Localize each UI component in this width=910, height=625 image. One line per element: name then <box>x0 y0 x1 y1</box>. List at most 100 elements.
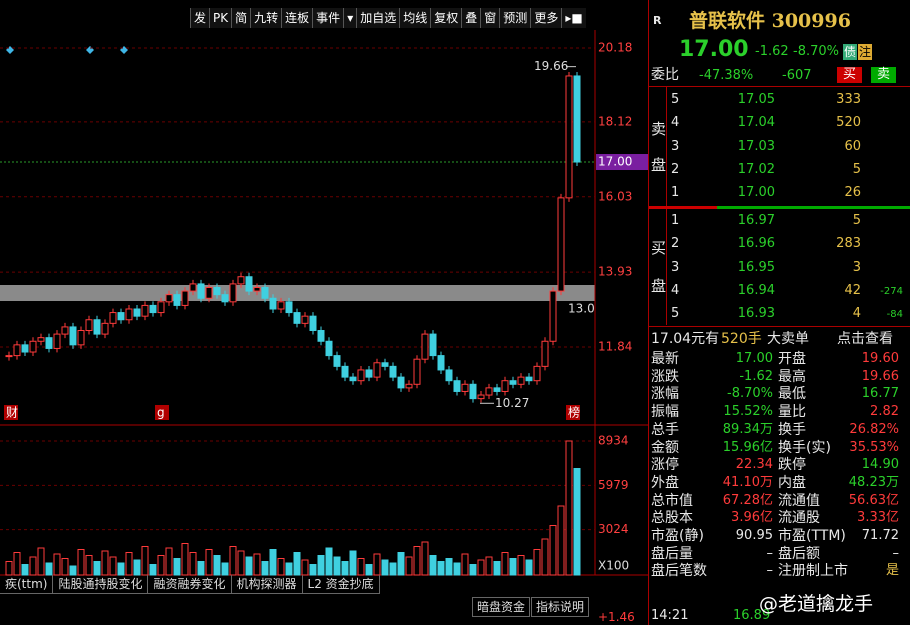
stat-label: 市盈(TTM) <box>778 528 846 544</box>
weibi-label: 委比 <box>651 67 679 83</box>
side-label: 买 <box>651 239 667 257</box>
toolbar-button[interactable]: 均线 <box>399 8 431 28</box>
stat-value: 71.72 <box>861 528 899 543</box>
candle <box>501 380 509 392</box>
event-marker: 财 <box>6 406 18 420</box>
indicator-tab[interactable]: 机构探测器 <box>231 575 303 594</box>
trade[interactable]: 点击查看 <box>837 331 893 347</box>
sub-tab[interactable]: 暗盘资金 <box>472 597 531 617</box>
toolbar-button[interactable]: ▸■ <box>561 8 586 28</box>
toolbar-button[interactable]: 发 <box>190 8 210 28</box>
v-tick-label: 5979 <box>598 478 629 492</box>
change: -1.62 <box>755 44 789 59</box>
volume-bar <box>13 552 21 576</box>
candle <box>245 276 253 292</box>
v-tick-label: 8934 <box>598 433 629 447</box>
volume-bar <box>405 556 413 576</box>
volume-bar <box>445 558 453 576</box>
toolbar-button[interactable]: 叠 <box>461 8 481 28</box>
stat-value: 3.96亿 <box>731 510 773 526</box>
toolbar-button[interactable]: ▾ <box>343 8 357 28</box>
volume-bar <box>85 555 93 576</box>
stat-value: 19.60 <box>861 351 899 366</box>
stat-value: – <box>766 545 774 561</box>
level-volume: 3 <box>852 259 861 275</box>
volume-bar <box>197 561 205 576</box>
candle <box>13 344 21 357</box>
candle <box>445 369 453 382</box>
toolbar-button[interactable]: 事件 <box>312 8 344 28</box>
volume-bar <box>101 550 109 576</box>
volume-bar <box>165 547 173 576</box>
volume-bar <box>285 562 293 576</box>
volume-bar <box>573 468 581 576</box>
volume-bar <box>133 559 141 576</box>
toolbar-button[interactable]: 复权 <box>430 8 462 28</box>
level: 2 <box>671 161 680 177</box>
volume-bar <box>421 541 429 576</box>
stat-label: 流通值 <box>778 492 820 509</box>
sub-value: +1.46 <box>598 610 635 624</box>
volume-bar <box>509 558 517 576</box>
indicator-tab[interactable]: L2 资金抄底 <box>302 575 380 594</box>
level-price: 16.97 <box>737 213 775 228</box>
toolbar-button[interactable]: 窗 <box>480 8 500 28</box>
toolbar-button[interactable]: 加自选 <box>356 8 400 28</box>
sub-tab[interactable]: 指标说明 <box>531 597 590 617</box>
trade: 17.04元有 <box>651 331 720 347</box>
level: 2 <box>671 236 680 252</box>
level-volume: 5 <box>852 161 861 177</box>
level-price: 16.93 <box>737 306 775 322</box>
level-volume: 42 <box>844 282 861 298</box>
toolbar-button[interactable]: 九转 <box>250 8 282 28</box>
candle <box>413 358 421 385</box>
candle <box>541 340 549 367</box>
candle <box>293 312 301 324</box>
weibi: -47.38% <box>699 68 754 83</box>
pct: -8.70% <box>793 44 839 59</box>
candle <box>101 322 109 335</box>
candle <box>357 369 365 382</box>
volume-bar <box>117 562 125 576</box>
level-price: 16.95 <box>737 259 775 275</box>
stat-label: 外盘 <box>651 474 679 491</box>
indicator-tab[interactable]: 陆股通持股变化 <box>53 575 149 594</box>
level: 5 <box>671 306 680 322</box>
watermark: @老道擒龙手 <box>759 593 874 615</box>
volume-bar <box>485 556 493 576</box>
candle <box>469 383 477 400</box>
indicator-tab[interactable]: 疾(ttm) <box>0 575 54 594</box>
toolbar-button[interactable]: 更多 <box>530 8 562 28</box>
toolbar-button[interactable]: 预测 <box>499 8 531 28</box>
toolbar-button[interactable]: 连板 <box>281 8 313 28</box>
volume-bar <box>141 546 149 576</box>
candle <box>261 286 269 299</box>
level: 5 <box>671 92 680 107</box>
volume-bar <box>453 562 461 576</box>
toolbar-button[interactable]: 简 <box>231 8 251 28</box>
candle <box>21 344 29 353</box>
sep <box>649 86 910 87</box>
toolbar-button[interactable]: PK <box>209 8 232 28</box>
stock-name: 普联软件 300996 <box>689 10 851 32</box>
candle <box>301 315 309 324</box>
candle <box>213 286 221 296</box>
indicator-tab[interactable]: 融资融券变化 <box>148 575 232 594</box>
sep <box>649 206 717 209</box>
volume-bar <box>277 558 285 576</box>
volume-bar <box>493 561 501 576</box>
stat-value: 35.53% <box>849 439 899 455</box>
low-label: 10.27 <box>495 396 529 410</box>
candle <box>29 340 37 353</box>
stat-value: 67.28亿 <box>722 492 773 508</box>
volume-bar <box>557 505 565 576</box>
volume-bar <box>109 556 117 576</box>
badge: 债 <box>843 44 858 60</box>
ma-label: 13.0 <box>568 302 595 316</box>
buy-button[interactable]: 买 <box>837 67 863 83</box>
stat-value: 22.34 <box>735 457 773 473</box>
sell-button[interactable]: 卖 <box>871 67 897 83</box>
candle <box>317 330 325 342</box>
candle <box>461 383 469 392</box>
